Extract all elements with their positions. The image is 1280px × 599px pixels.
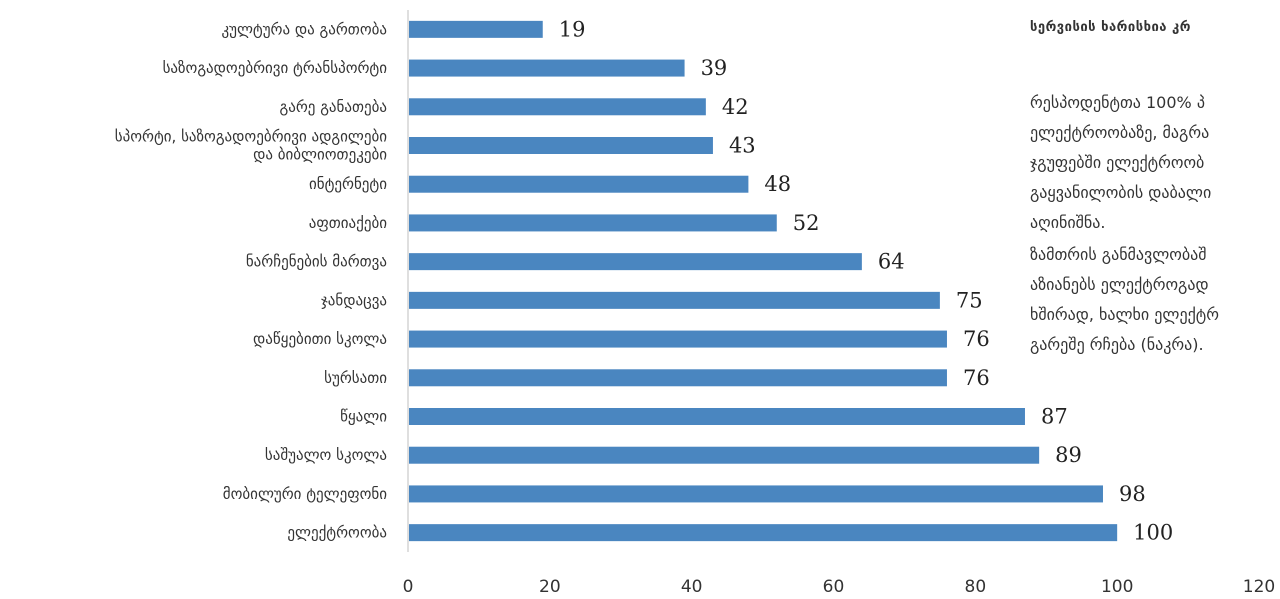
bar-value-label: 52 — [793, 211, 820, 235]
bar — [409, 214, 777, 232]
bar — [409, 446, 1040, 464]
bar-value-label: 87 — [1041, 405, 1068, 429]
category-labels: კულტურა და გართობა საზოგადოებრივი ტრანსპო… — [115, 20, 387, 541]
side-text-panel: სერვისის ხარისხია კრ რესპოდენტთა 100% პ … — [1030, 0, 1280, 599]
bar-value-label: 89 — [1055, 443, 1082, 467]
category-label: აფთიაქები — [309, 214, 387, 232]
bar — [409, 291, 940, 309]
x-tick-label: 40 — [681, 577, 703, 597]
category-label: დაწყებითი სკოლა — [253, 330, 387, 348]
category-label: სურსათი — [324, 369, 387, 387]
bar-value-label: 98 — [1119, 482, 1146, 506]
x-axis-tick-labels: 0 20 40 60 80 100 120 — [403, 577, 1276, 597]
x-tick-label: 120 — [1243, 577, 1275, 597]
bar — [409, 137, 713, 154]
bar-value-label: 19 — [559, 17, 586, 41]
bar-value-label: 100 — [1133, 521, 1173, 545]
category-label: ელექტროობა — [287, 524, 387, 542]
bar — [409, 98, 706, 116]
bar — [409, 369, 947, 387]
bar — [409, 59, 685, 77]
bar — [409, 175, 749, 193]
x-tick-label: 20 — [539, 577, 561, 597]
side-line: ჯგუფებში ელექტროობ — [1030, 153, 1205, 172]
bar-value-label: 43 — [729, 134, 756, 158]
category-label: ჯანდაცვა — [321, 291, 387, 309]
category-label: საზოგადოებრივი ტრანსპორტი — [163, 59, 388, 77]
category-label: წყალი — [340, 408, 387, 426]
side-line: ელექტროობაზე, მაგრა — [1030, 123, 1210, 142]
category-label: საშუალო სკოლა — [265, 446, 387, 464]
bar — [409, 408, 1025, 425]
bar — [409, 20, 543, 38]
side-line: გარეშე რჩება (ნაკრა). — [1030, 335, 1204, 354]
bar-value-label: 48 — [764, 172, 791, 196]
bar-value-label: 75 — [956, 288, 983, 312]
bars — [409, 20, 1118, 542]
x-tick-label: 0 — [403, 577, 414, 597]
side-heading: სერვისის ხარისხია კრ — [1030, 20, 1191, 35]
category-label: მობილური ტელეფონი — [223, 485, 387, 503]
bar-value-label: 76 — [963, 327, 990, 351]
category-label: კულტურა და გართობა — [221, 20, 387, 38]
bar-value-label: 76 — [963, 366, 990, 390]
side-line: ზამთრის განმავლობაშ — [1030, 245, 1207, 264]
bar — [409, 485, 1103, 503]
category-label: და ბიბლიოთეკები — [253, 146, 387, 164]
side-line: რესპოდენტთა 100% პ — [1030, 93, 1205, 112]
category-label: გარე განათება — [280, 98, 387, 116]
category-label: სპორტი, საზოგადოებრივი ადგილები — [115, 128, 387, 146]
bar — [409, 253, 862, 271]
bar-value-label: 39 — [701, 56, 728, 80]
side-line: გაყვანილობის დაბალი — [1030, 183, 1212, 202]
category-label: ნარჩენების მართვა — [246, 253, 387, 271]
side-line: აღინიშნა. — [1030, 213, 1106, 232]
bar — [409, 524, 1118, 542]
x-tick-label: 100 — [1101, 577, 1133, 597]
x-tick-label: 60 — [823, 577, 845, 597]
category-label: ინტერნეტი — [309, 175, 387, 193]
bar-value-label: 64 — [878, 250, 905, 274]
x-tick-label: 80 — [965, 577, 987, 597]
bar — [409, 330, 947, 348]
side-line: აზიანებს ელექტროგად — [1030, 275, 1209, 294]
side-line: ხშირად, ხალხი ელექტრ — [1030, 305, 1219, 324]
bar-value-label: 42 — [722, 95, 749, 119]
